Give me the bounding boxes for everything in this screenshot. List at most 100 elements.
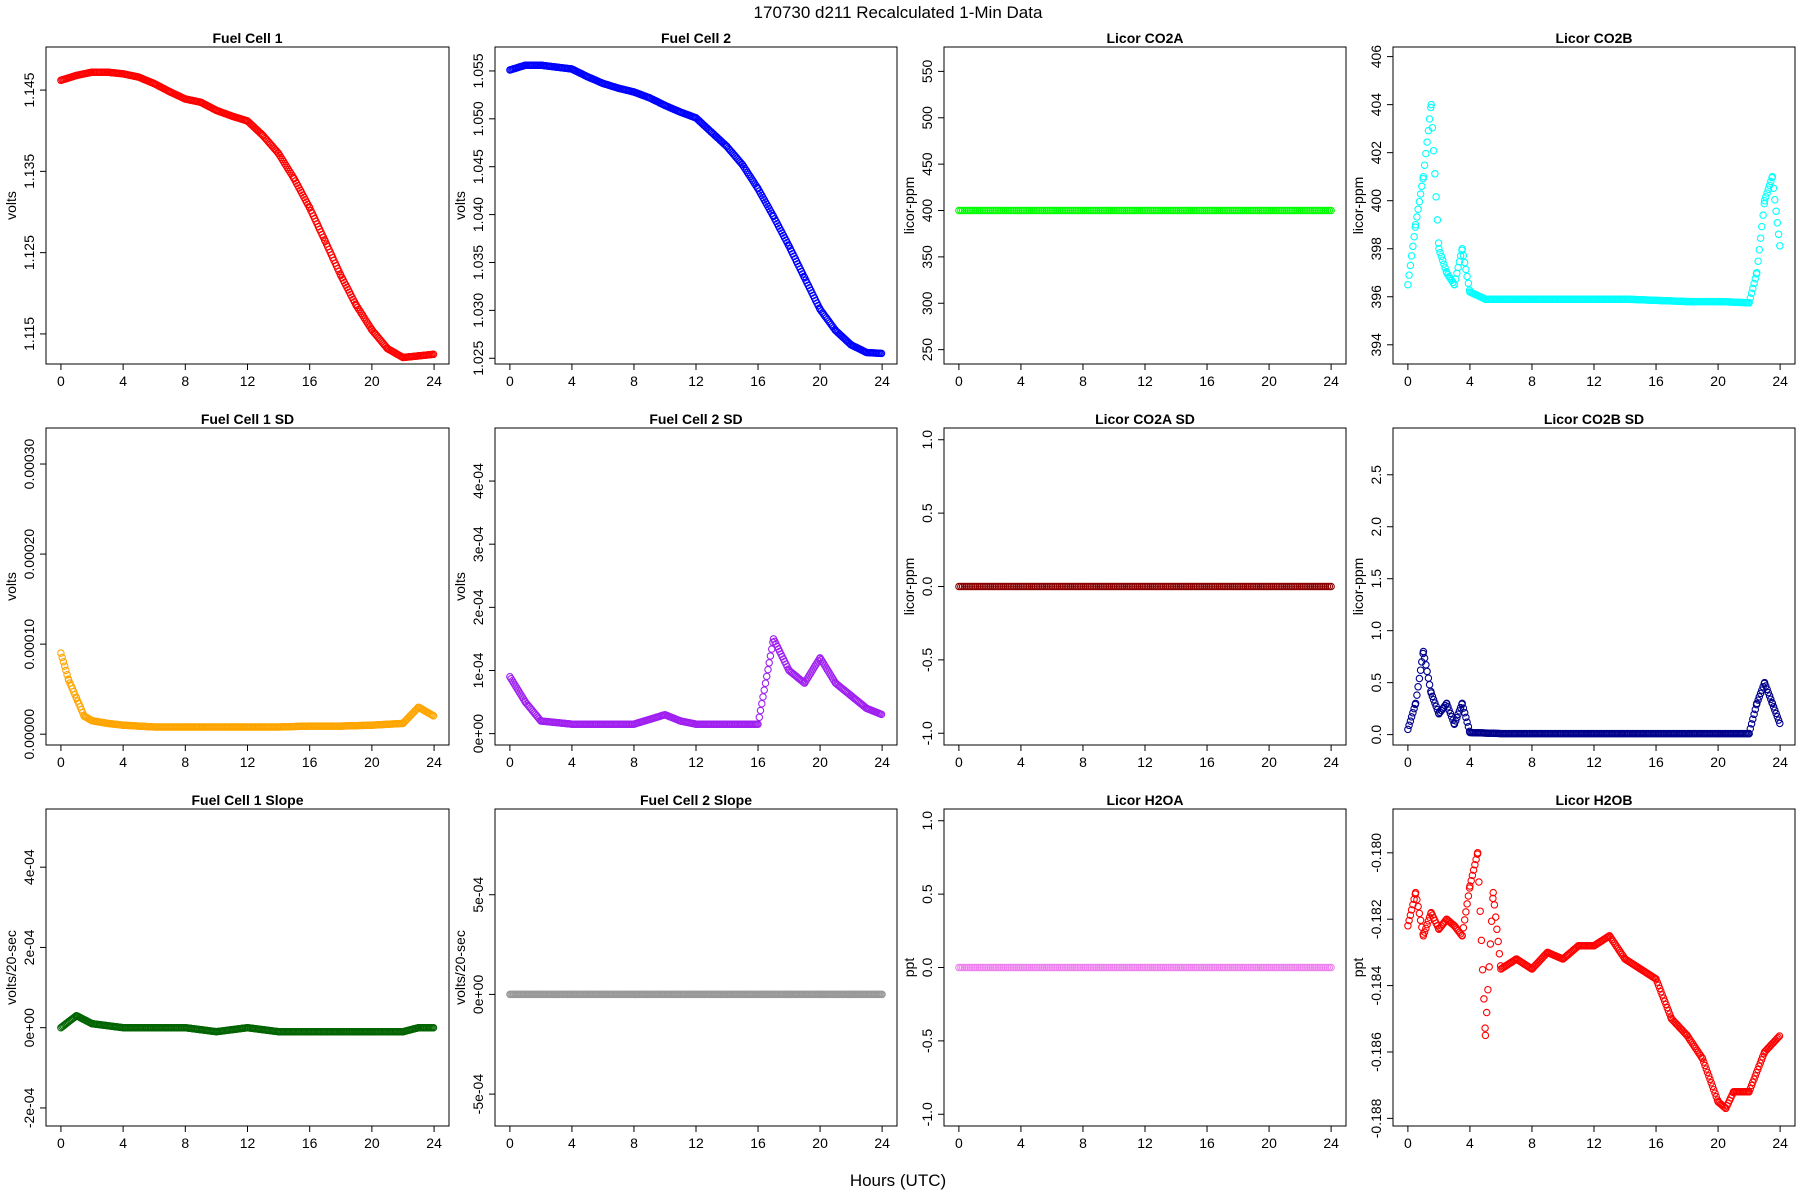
data-point (1442, 699, 1451, 708)
data-point (1462, 713, 1470, 722)
x-tick-label: 4 (119, 1135, 127, 1151)
series-licor-h2oa (955, 963, 1335, 972)
y-tick-label: -0.5 (919, 648, 935, 672)
x-tick-label: 20 (1710, 754, 1726, 770)
data-point (1420, 928, 1429, 936)
x-tick-label: 4 (568, 373, 576, 389)
data-point (1760, 678, 1769, 687)
data-point (63, 671, 71, 679)
data-point (1425, 115, 1434, 123)
y-tick-label: 1.050 (470, 101, 486, 136)
data-point (1747, 289, 1756, 297)
data-point (1489, 888, 1497, 897)
series-licor-co2b-sd (1404, 647, 1784, 738)
y-tick-label: 398 (1368, 237, 1384, 261)
data-point (1701, 1061, 1709, 1070)
x-tick-label: 12 (240, 1135, 256, 1151)
x-tick-label: 8 (1079, 754, 1087, 770)
y-tick-label: 0e+00 (21, 1008, 37, 1048)
panel-title: Fuel Cell 1 SD (201, 411, 294, 427)
data-point (1607, 933, 1615, 942)
data-point (1771, 706, 1779, 714)
x-tick-label: 24 (1772, 754, 1788, 770)
y-tick-label: 350 (919, 245, 935, 269)
y-axis-label: ppt (901, 958, 917, 978)
data-point (62, 666, 70, 675)
x-tick-label: 20 (1261, 754, 1277, 770)
y-tick-label: 396 (1368, 285, 1384, 309)
data-point (1423, 138, 1431, 146)
data-point (805, 671, 814, 679)
y-tick-label: -0.188 (1368, 1098, 1384, 1138)
data-point (1705, 1072, 1713, 1080)
data-point (1765, 692, 1774, 700)
x-tick-label: 16 (1199, 1135, 1215, 1151)
data-point (1756, 689, 1765, 698)
data-point (1665, 1010, 1674, 1018)
x-tick-label: 24 (426, 1135, 442, 1151)
data-point (766, 652, 775, 660)
data-point (1745, 299, 1753, 307)
data-point (1613, 943, 1621, 951)
data-point (738, 161, 747, 169)
y-tick-label: 404 (1368, 93, 1384, 117)
data-point (1427, 100, 1435, 109)
data-point (1760, 199, 1769, 208)
data-point (754, 720, 762, 728)
data-point (1763, 189, 1771, 197)
x-tick-label: 24 (1772, 1135, 1788, 1151)
data-point (1693, 1046, 1701, 1055)
x-tick-label: 12 (688, 373, 704, 389)
data-point (755, 713, 764, 722)
data-point (352, 301, 361, 310)
data-point (1467, 876, 1475, 885)
data-point (1422, 924, 1430, 933)
data-point (1771, 195, 1779, 204)
panel-title: Fuel Cell 2 (661, 30, 731, 46)
y-axis-label: volts/20-sec (452, 930, 468, 1005)
data-point (1484, 985, 1492, 994)
y-tick-label: 1.0 (919, 430, 935, 450)
data-point (1478, 965, 1487, 974)
y-tick-label: 400 (919, 199, 935, 223)
data-point (276, 151, 284, 160)
x-tick-label: 8 (1079, 1135, 1087, 1151)
plot-frame (1392, 427, 1796, 746)
panel-licor-h2oa: Licor H2OA 0 4 8 12 16 20 24 -1.0 -0.5 0.0 0.5 1.0 pp… (901, 792, 1347, 1151)
y-tick-label: 402 (1368, 141, 1384, 165)
data-point (1427, 689, 1435, 697)
x-tick-label: 16 (1648, 373, 1664, 389)
x-tick-label: 12 (1137, 1135, 1153, 1151)
data-point (1436, 248, 1444, 257)
data-point (1405, 721, 1413, 730)
data-point (509, 679, 518, 687)
y-tick-label: 1.035 (470, 245, 486, 280)
y-tick-label: 1.030 (470, 293, 486, 328)
data-point (1755, 693, 1764, 701)
data-point (1415, 197, 1424, 206)
data-point (1429, 695, 1438, 704)
data-point (1756, 1059, 1765, 1067)
x-tick-label: 20 (812, 1135, 828, 1151)
y-tick-label: 0.5 (919, 503, 935, 523)
data-point (1458, 244, 1466, 253)
x-tick-label: 0 (955, 1135, 963, 1151)
data-point (1446, 274, 1455, 283)
data-point (1755, 245, 1764, 254)
data-point (1428, 692, 1437, 701)
y-tick-label: 1.055 (470, 53, 486, 88)
data-point (1749, 715, 1757, 723)
x-tick-label: 24 (426, 754, 442, 770)
data-point (1409, 900, 1417, 909)
y-tick-label: -0.180 (1368, 833, 1384, 873)
data-point (1327, 582, 1335, 591)
data-point (747, 174, 755, 182)
data-point (1410, 704, 1418, 713)
data-point (1605, 932, 1614, 940)
x-tick-label: 0 (57, 1135, 65, 1151)
data-point (1473, 849, 1482, 857)
x-tick-label: 16 (750, 373, 766, 389)
data-point (1463, 900, 1471, 908)
y-tick-label: 550 (919, 59, 935, 83)
data-point (1694, 1048, 1702, 1056)
